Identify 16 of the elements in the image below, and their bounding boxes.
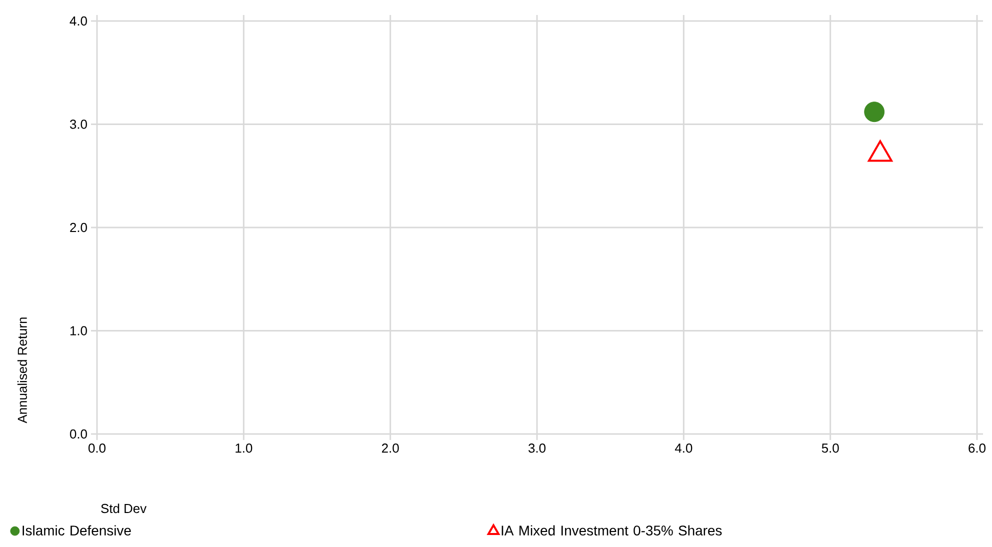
x-tick-label: 6.0 bbox=[968, 444, 986, 453]
y-tick-label: 4.0 bbox=[70, 16, 87, 26]
y-tick-label: 1.0 bbox=[70, 326, 87, 336]
x-axis-title: Std Dev bbox=[101, 504, 147, 514]
x-tick-label: 1.0 bbox=[236, 444, 252, 453]
y-tick-label: 0.0 bbox=[70, 429, 87, 439]
x-tick-label: 4.0 bbox=[674, 444, 692, 453]
legend-label: IA Mixed Investment 0-35% Shares bbox=[502, 525, 722, 536]
x-tick-label: 0.0 bbox=[88, 444, 106, 453]
y-axis-title: Annualised Return bbox=[17, 318, 27, 424]
x-tick-label: 3.0 bbox=[528, 444, 546, 453]
y-tick-label: 2.0 bbox=[70, 222, 87, 232]
y-tick-label: 3.0 bbox=[70, 120, 87, 129]
legend-label: Islamic Defensive bbox=[22, 525, 131, 536]
x-tick-label: 2.0 bbox=[382, 444, 399, 453]
x-tick-label: 5.0 bbox=[822, 444, 839, 453]
